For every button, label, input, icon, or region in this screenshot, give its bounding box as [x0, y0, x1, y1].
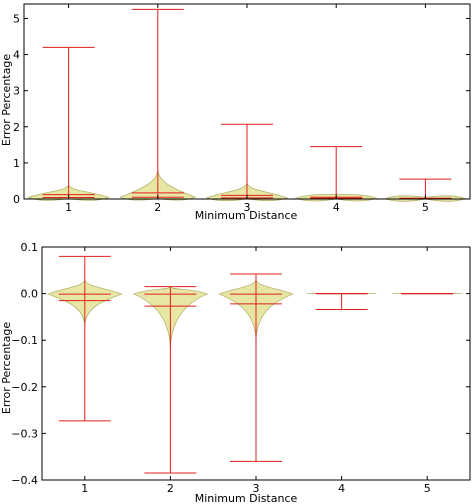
- y-tick-label-5: −0.4: [11, 474, 38, 487]
- y-tick-label-4: −0.3: [11, 427, 38, 440]
- x-tick-label-1: 1: [81, 482, 88, 495]
- x-tick-label-2: 2: [167, 482, 174, 495]
- y-tick-label-3: −0.2: [11, 381, 38, 394]
- bottom-x-axis-label: Minimum Distance: [195, 492, 298, 504]
- y-tick-label-0: 0.1: [21, 241, 39, 254]
- y-tick-label-3: 3: [13, 85, 20, 98]
- bottom-y-axis-label: Error Percentage: [0, 322, 13, 414]
- x-tick-label-5: 5: [424, 482, 431, 495]
- y-tick-label-1: 1: [13, 157, 20, 170]
- x-tick-label-3: 3: [244, 201, 251, 214]
- x-tick-label-4: 4: [333, 201, 340, 214]
- top-y-axis-label: Error Percentage: [0, 54, 13, 146]
- y-tick-label-2: 2: [13, 121, 20, 134]
- y-tick-label-0: 0: [13, 193, 20, 206]
- bottom-violin-panel: 1 2 3 4 5 0.1 0.0 −0.1 −0.2 −0.3 −0.4: [11, 241, 471, 495]
- x-tick-label-2: 2: [154, 201, 161, 214]
- y-tick-label-5: 5: [13, 12, 20, 25]
- x-tick-label-5: 5: [422, 201, 429, 214]
- y-tick-label-1: 0.0: [21, 288, 39, 301]
- y-tick-label-4: 4: [13, 49, 20, 62]
- top-x-axis-label: Minimum Distance: [195, 209, 298, 222]
- x-tick-label-1: 1: [65, 201, 72, 214]
- x-tick-label-4: 4: [338, 482, 345, 495]
- x-tick-label-3: 3: [253, 482, 260, 495]
- y-tick-label-2: −0.1: [11, 334, 38, 347]
- top-violin-panel: 1 2 3 4 5 0 1 2 3 4 5: [13, 3, 471, 214]
